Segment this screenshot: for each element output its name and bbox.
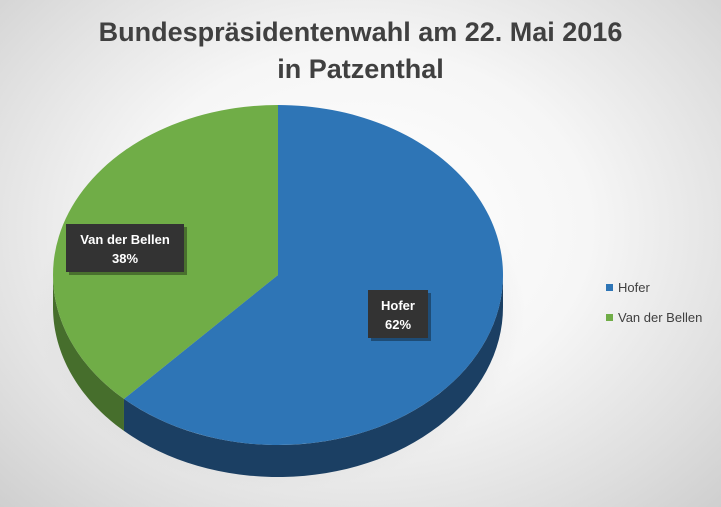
data-label-box bbox=[368, 290, 428, 338]
chart-title-line-1: Bundespräsidentenwahl am 22. Mai 2016 bbox=[98, 17, 623, 47]
legend-swatch-hofer bbox=[606, 283, 613, 291]
data-label-name: Van der Bellen bbox=[80, 232, 170, 247]
legend: Hofer Van der Bellen bbox=[606, 279, 702, 339]
pie-slice-hofer bbox=[123, 105, 504, 446]
legend-item-hofer: Hofer bbox=[606, 279, 702, 295]
data-label-hofer: Hofer 62% bbox=[368, 290, 431, 341]
pie-side-hofer bbox=[123, 275, 503, 477]
chart-title-line-2: in Patzenthal bbox=[277, 54, 444, 84]
data-label-value: 38% bbox=[112, 251, 138, 266]
legend-swatch-van-der-bellen bbox=[606, 313, 613, 321]
pie-side-van-der-bellen bbox=[53, 275, 124, 431]
legend-item-van-der-bellen: Van der Bellen bbox=[606, 309, 702, 325]
legend-label-hofer: Hofer bbox=[618, 279, 650, 295]
chart-title: Bundespräsidentenwahl am 22. Mai 2016 in… bbox=[0, 14, 721, 88]
pie-data-labels: Hofer 62% Van der Bellen 38% bbox=[66, 224, 431, 341]
data-label-value: 62% bbox=[385, 317, 411, 332]
pie-sides bbox=[53, 275, 503, 477]
data-label-box bbox=[66, 224, 184, 272]
data-label-name: Hofer bbox=[381, 298, 415, 313]
data-label-van-der-bellen: Van der Bellen 38% bbox=[66, 224, 187, 275]
legend-label-van-der-bellen: Van der Bellen bbox=[618, 309, 703, 325]
